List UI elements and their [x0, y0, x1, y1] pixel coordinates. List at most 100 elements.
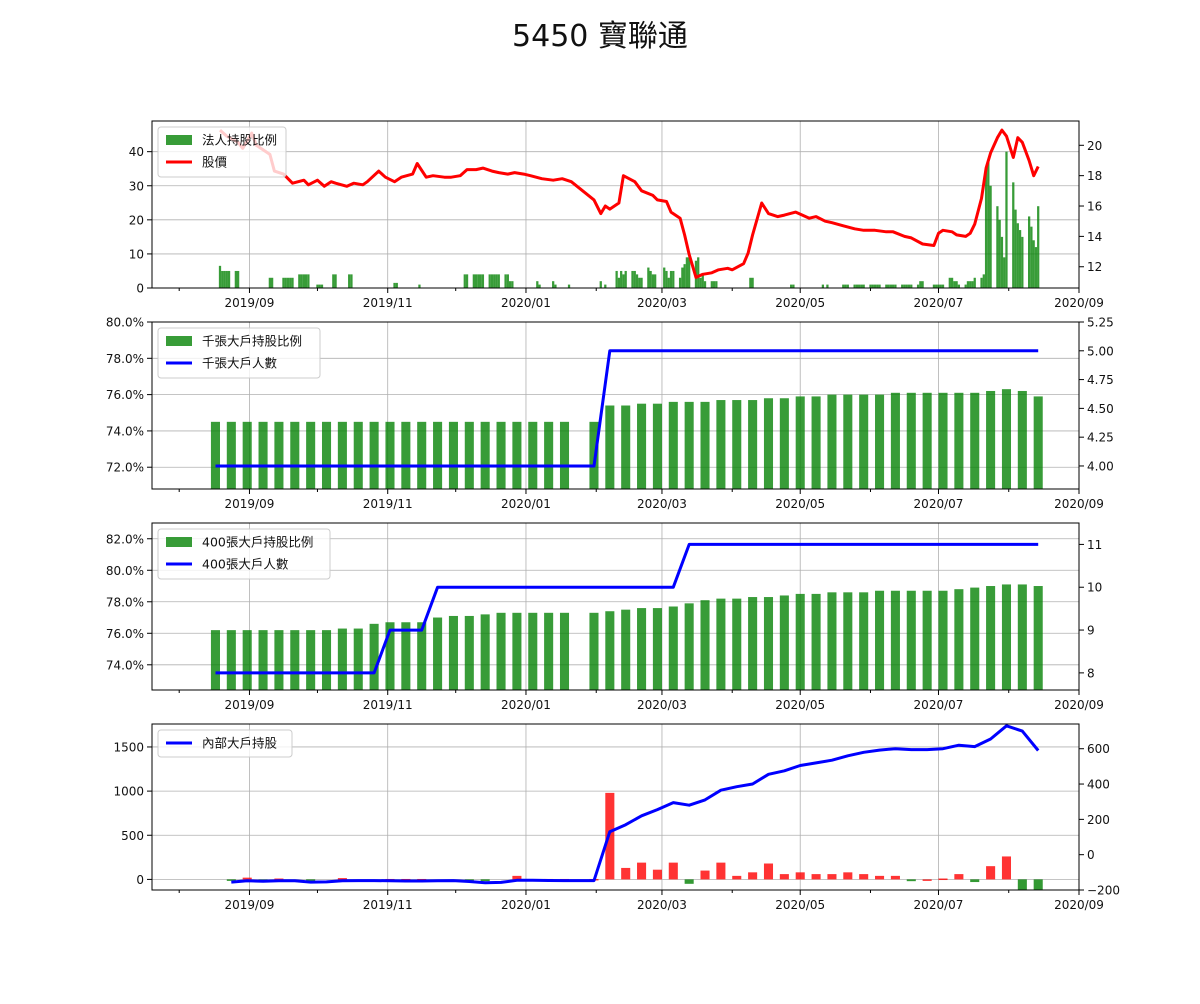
bar: [859, 592, 869, 690]
bar: [622, 274, 625, 288]
bar: [554, 284, 557, 288]
bar: [589, 612, 599, 690]
bar: [732, 400, 742, 489]
x-tick-label: 2019/11: [363, 898, 413, 912]
bar: [567, 284, 571, 288]
axes-frame: [151, 321, 1080, 490]
bar: [637, 403, 647, 489]
bar: [938, 392, 948, 489]
bar: [508, 281, 512, 288]
bar: [699, 277, 702, 288]
y-tick-label-left: 30: [129, 179, 144, 193]
bar: [290, 630, 300, 690]
bar: [922, 879, 932, 881]
bar: [973, 277, 976, 288]
bar: [270, 277, 274, 288]
bar: [321, 421, 332, 489]
bar: [321, 630, 332, 690]
bar: [732, 875, 742, 880]
bar: [369, 623, 379, 690]
bar: [226, 421, 236, 489]
bar: [448, 615, 458, 690]
bar: [716, 862, 726, 880]
bar: [464, 421, 474, 489]
x-tick-label: 2020/07: [914, 296, 964, 310]
y-tick-label-left: 40: [129, 145, 144, 159]
bar: [873, 284, 877, 288]
bar: [890, 590, 900, 690]
bar: [921, 281, 924, 288]
x-tick-label: 2020/07: [914, 698, 964, 712]
bar: [763, 597, 774, 690]
bar: [268, 277, 271, 288]
bar: [701, 274, 704, 288]
bar: [234, 270, 237, 288]
y-axis-left: 72.0% 74.0% 76.0% 78.0% 80.0%: [106, 316, 152, 475]
bar: [637, 862, 647, 880]
bar: [811, 874, 821, 880]
bar: [858, 284, 861, 288]
bar: [504, 274, 507, 288]
y-axis-right: 12 14 16 18 20: [1079, 139, 1102, 274]
subplot-2: 2019/09 2019/11 2020/01 2020/03 2020/05 2020/…: [106, 316, 1114, 512]
bar: [1012, 182, 1015, 288]
y-axis-right: −200 0 200 400 600: [1079, 742, 1120, 898]
bar: [876, 284, 879, 288]
series-line: [218, 128, 1040, 279]
bar: [827, 394, 837, 489]
bar: [385, 421, 395, 489]
bar: [418, 284, 421, 288]
bar: [955, 281, 958, 288]
bar: [678, 277, 682, 288]
bar: [353, 421, 363, 489]
bar: [1001, 856, 1012, 880]
axes-frame: [151, 723, 1080, 891]
bar: [980, 277, 983, 288]
plot-area: [210, 349, 1043, 489]
bar: [605, 611, 615, 690]
bar: [748, 872, 758, 880]
bar: [795, 872, 805, 880]
bar: [348, 274, 351, 288]
bar: [320, 284, 324, 288]
legend-swatch-bar: [166, 135, 192, 145]
y-tick-label-left: 20: [129, 213, 144, 227]
bar: [890, 875, 900, 880]
bar: [672, 270, 675, 288]
bar: [497, 274, 500, 288]
bar: [369, 421, 379, 489]
bar: [1032, 240, 1035, 288]
bar: [620, 270, 623, 288]
x-tick-label: 2019/09: [225, 698, 275, 712]
y-tick-label-left: 76.0%: [106, 388, 144, 402]
bar: [811, 593, 821, 690]
plot-area: [210, 542, 1043, 690]
bar: [853, 284, 856, 288]
bar: [763, 398, 774, 489]
bar: [688, 257, 691, 288]
plot-area: [226, 724, 1043, 890]
bar: [954, 589, 964, 690]
x-tick-label: 2020/03: [637, 296, 687, 310]
bar: [258, 630, 268, 690]
x-tick-label: 2020/05: [775, 698, 825, 712]
y-axis-left: 0 10 20 30 40: [129, 145, 152, 296]
bar: [811, 396, 821, 489]
bar: [495, 274, 498, 288]
bar: [957, 284, 961, 288]
bar: [1016, 223, 1019, 288]
bar: [1001, 389, 1012, 489]
bar: [887, 284, 890, 288]
bar: [433, 617, 443, 690]
bar: [631, 270, 634, 288]
bar: [221, 270, 224, 288]
legend-swatch-bar: [166, 537, 192, 547]
y-tick-label-left: 80.0%: [106, 564, 144, 578]
y-tick-label-left: 0: [136, 873, 144, 887]
y-tick-label-left: 80.0%: [106, 316, 144, 330]
y-tick-label-right: 12: [1087, 260, 1102, 274]
bar: [663, 267, 666, 288]
bar: [996, 206, 999, 288]
x-tick-label: 2020/07: [914, 497, 964, 511]
x-tick-label: 2019/11: [363, 296, 413, 310]
